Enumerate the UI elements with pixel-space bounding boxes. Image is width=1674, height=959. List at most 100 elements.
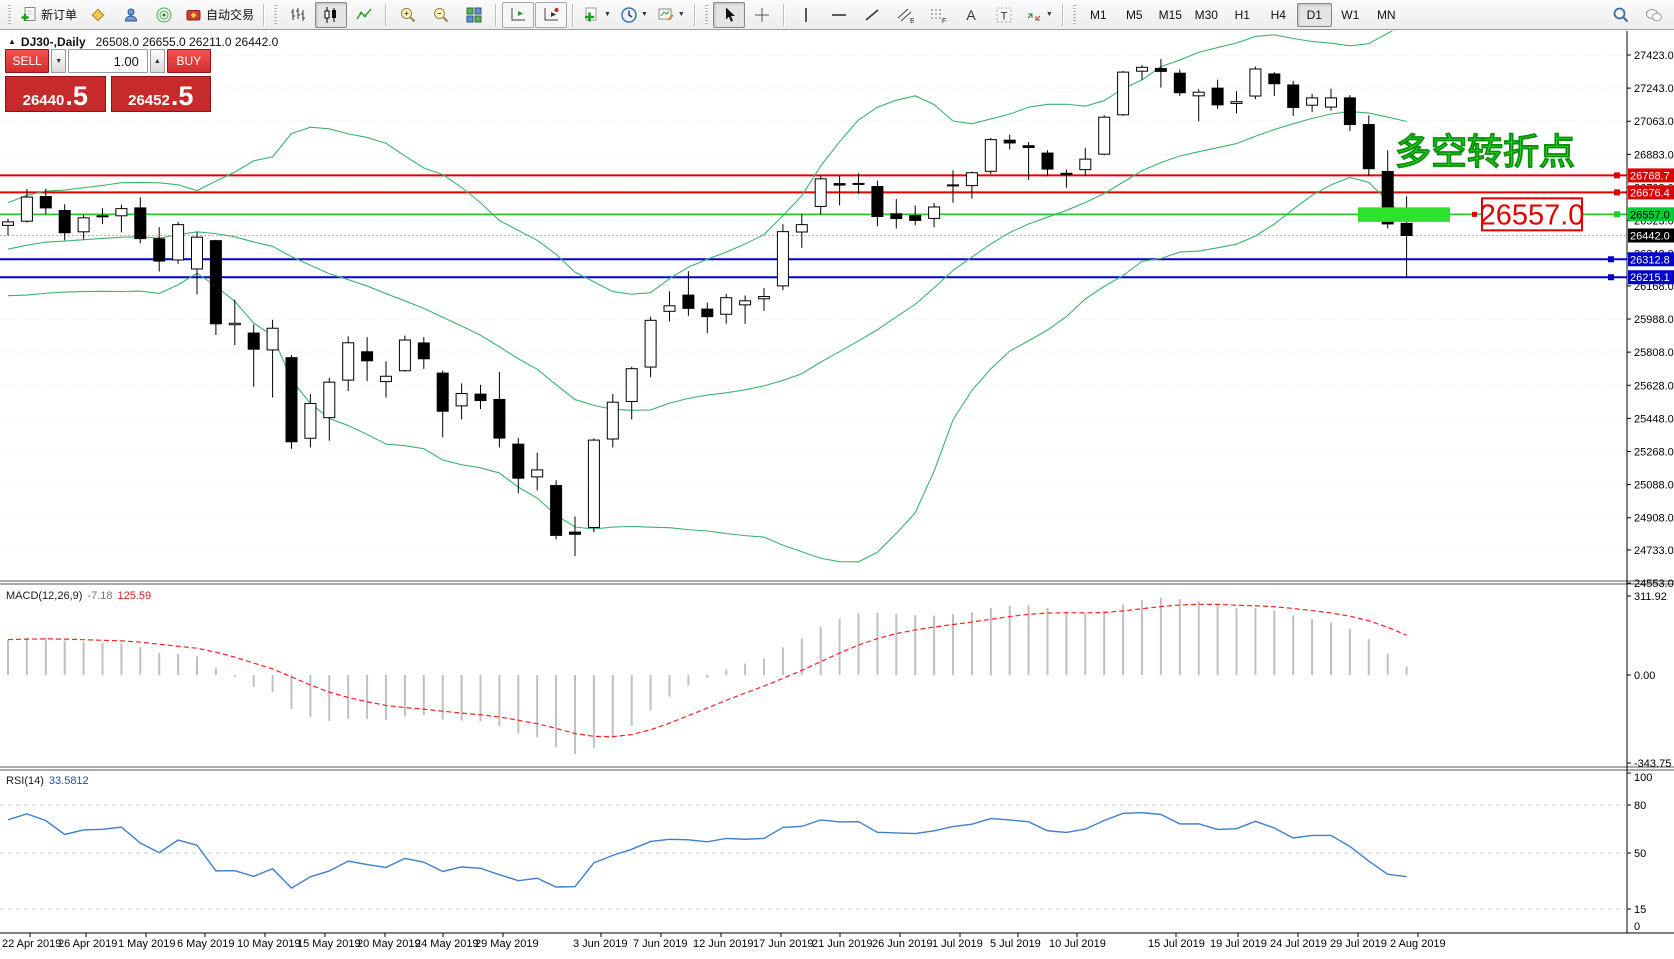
chevron-down-icon: ▼ [604, 11, 611, 18]
new-order-button[interactable]: 新订单 [16, 2, 81, 28]
volume-increase-button[interactable]: ▲ [149, 49, 165, 73]
macd-histogram-bar [252, 675, 255, 687]
crosshair-button[interactable] [746, 2, 778, 28]
candle [58, 209, 71, 234]
candle [928, 206, 941, 219]
line-chart-button[interactable] [348, 2, 380, 28]
macd-histogram-bar [233, 675, 236, 677]
chat-button[interactable] [1638, 2, 1670, 28]
chart-shift-button[interactable] [502, 1, 535, 28]
text-label-button[interactable]: T [988, 2, 1020, 28]
timeframe-mn-button[interactable]: MN [1369, 3, 1404, 27]
candle [814, 178, 827, 207]
candle [417, 342, 430, 360]
turning-point-annotation[interactable]: 多空转折点 [1395, 131, 1576, 173]
indicators-button[interactable]: ▼ [579, 2, 615, 28]
tile-icon [465, 6, 483, 24]
timeframe-d1-button[interactable]: D1 [1296, 2, 1332, 27]
one-click-trade-panel: SELL ▼ 1.00 ▲ BUY 26440 .5 26452 .5 [5, 49, 212, 112]
horizontal-line-button[interactable] [823, 2, 855, 28]
market-watch-button[interactable] [115, 2, 147, 28]
arrows-button[interactable]: ▼ [1021, 2, 1057, 28]
symbol-period-label: DJ30-,Daily [20, 35, 86, 49]
buy-price: 26452 [128, 92, 170, 109]
volume-decrease-button[interactable]: ▼ [51, 49, 67, 73]
timeframe-m5-button[interactable]: M5 [1117, 3, 1152, 27]
macd-histogram-bar [1311, 619, 1314, 675]
macd-histogram-bar [328, 675, 331, 721]
strategy-tester-button[interactable] [148, 2, 180, 28]
toolbar-grip[interactable] [8, 4, 11, 25]
bollinger-upper-line [7, 23, 1407, 295]
macd-histogram-bar [460, 675, 463, 721]
zoom-in-button[interactable] [392, 2, 424, 28]
vertical-line-button[interactable] [790, 2, 822, 28]
line-anchor-marker [1614, 189, 1620, 196]
candle [191, 236, 203, 270]
highlight-zone-rect[interactable] [1358, 207, 1450, 222]
timeframe-m1-button[interactable]: M1 [1081, 3, 1116, 27]
text-button[interactable]: A [955, 2, 987, 28]
auto-trading-button[interactable]: 自动交易 [181, 2, 258, 28]
collapse-icon[interactable]: ▲ [8, 37, 16, 46]
sell-button[interactable]: SELL [5, 49, 50, 73]
search-button[interactable] [1605, 2, 1637, 28]
cursor-button[interactable] [712, 1, 745, 28]
auto-scroll-button[interactable] [535, 1, 568, 28]
date-label: 21 Jun 2019 [812, 938, 873, 950]
price-tick-label: 24733.0 [1634, 545, 1674, 557]
macd-histogram-bar [214, 667, 217, 675]
timeframe-w1-button[interactable]: W1 [1333, 3, 1368, 27]
price-callout-box[interactable] [1481, 197, 1583, 232]
candlestick-chart-button[interactable] [315, 1, 348, 28]
bars-icon [289, 6, 307, 24]
price-tick-label: 25448.0 [1634, 413, 1674, 425]
timeframe-m30-button[interactable]: M30 [1189, 3, 1224, 27]
timeframe-m15-button[interactable]: M15 [1153, 3, 1188, 27]
toolbar-grip[interactable] [274, 4, 278, 25]
macd-histogram-bar [763, 658, 765, 675]
sell-price-panel[interactable]: 26440 .5 [5, 76, 106, 112]
trend-line-button[interactable] [856, 2, 888, 28]
candle [644, 319, 657, 368]
chevron-down-icon: ▼ [640, 11, 648, 18]
macd-axis-label: 311.92 [1634, 591, 1667, 603]
volume-input[interactable]: 1.00 [68, 49, 148, 73]
candle [1400, 222, 1413, 236]
templates-button[interactable]: ▼ [653, 2, 689, 28]
rsi-label: RSI(14) 33.5812 [6, 775, 89, 787]
price-line-label: 26768.7 [1630, 170, 1670, 182]
line-anchor-marker [1472, 211, 1477, 217]
macd-histogram-bar [403, 675, 406, 717]
line-anchor-marker [1614, 211, 1620, 218]
timeframe-h4-button[interactable]: H4 [1261, 3, 1296, 27]
candle [682, 294, 695, 309]
search-icon [1612, 6, 1630, 24]
chart-canvas[interactable]: 26557.0 多空转折点 27423.0 27243.0 27063.0 26883.0… [0, 23, 1674, 954]
toolbar-grip[interactable] [704, 4, 708, 25]
fibonacci-button[interactable]: F [922, 2, 954, 28]
macd-histogram-bar [706, 675, 709, 678]
candle [758, 296, 770, 300]
macd-histogram-bar [668, 675, 671, 697]
candle [1287, 84, 1300, 108]
candle [890, 213, 903, 220]
tile-windows-button[interactable] [458, 2, 490, 28]
chat-icon [1645, 6, 1663, 24]
toolbar-grip[interactable] [1072, 4, 1076, 25]
macd-histogram-bar [1254, 608, 1257, 675]
rsi-axis-label: 50 [1634, 848, 1646, 860]
buy-price-panel[interactable]: 26452 .5 [110, 76, 211, 112]
timeframe-h1-button[interactable]: H1 [1225, 3, 1260, 27]
profiles-button[interactable] [82, 2, 114, 28]
candle [493, 398, 506, 439]
zoom-out-button[interactable] [425, 2, 457, 28]
periods-button[interactable]: ▼ [616, 2, 652, 28]
candle [1362, 124, 1375, 170]
equidistant-channel-button[interactable]: E [889, 2, 921, 28]
candle [833, 183, 846, 186]
chart-window: ▲ DJ30-,Daily 26508.0 26655.0 26211.0 2644… [0, 23, 1674, 954]
buy-button[interactable]: BUY [166, 49, 212, 73]
crosshair-icon [753, 6, 771, 24]
bar-chart-button[interactable] [282, 2, 314, 28]
